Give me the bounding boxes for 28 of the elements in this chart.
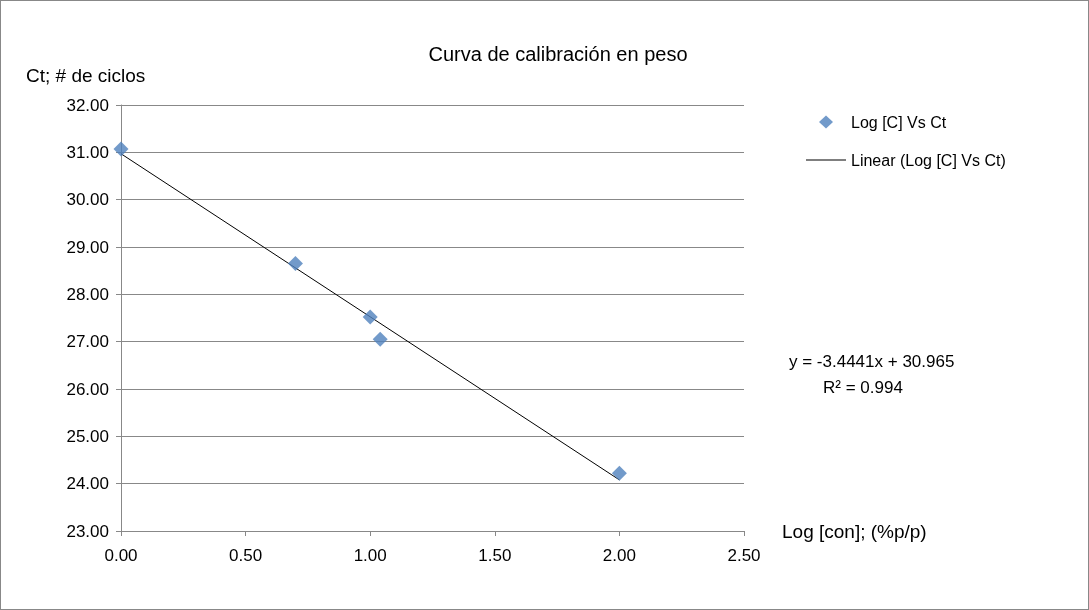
point	[611, 465, 627, 481]
x-tick-label: 0.00	[104, 546, 138, 565]
y-tick-label: 28.00	[66, 284, 109, 304]
y-tick-label: 31.00	[66, 142, 109, 162]
y-tick-label: 26.00	[66, 379, 109, 399]
x-tick-label: 0.50	[229, 546, 263, 565]
x-tick-label: 2.00	[602, 546, 636, 565]
y-tick-label: 27.00	[66, 332, 109, 352]
legend-label: Log [C] Vs Ct	[851, 113, 947, 131]
y-tick-label: 32.00	[66, 95, 109, 115]
point	[113, 141, 129, 157]
text: R² = 0.994	[823, 378, 903, 397]
y-axis-title: Ct; # de ciclos	[26, 65, 146, 86]
y-tick-label: 23.00	[66, 521, 109, 541]
point	[372, 331, 388, 347]
point	[362, 309, 378, 325]
y-tick-label: 24.00	[66, 474, 109, 494]
y-tick-label: 29.00	[66, 237, 109, 257]
x-axis-title: Log [con]; (%p/p)	[782, 520, 927, 542]
x-tick-label: 1.50	[478, 546, 512, 565]
legend-label: Linear (Log [C] Vs Ct)	[851, 151, 1006, 169]
text: y = -3.4441x + 30.965	[789, 352, 955, 371]
y-tick-label: 25.00	[66, 426, 109, 446]
chart-title: Curva de calibración en peso	[428, 43, 688, 65]
point	[287, 256, 303, 272]
y-tick-label: 30.00	[66, 190, 109, 210]
x-tick-label: 2.50	[727, 546, 761, 565]
x-tick-label: 1.00	[353, 546, 387, 565]
